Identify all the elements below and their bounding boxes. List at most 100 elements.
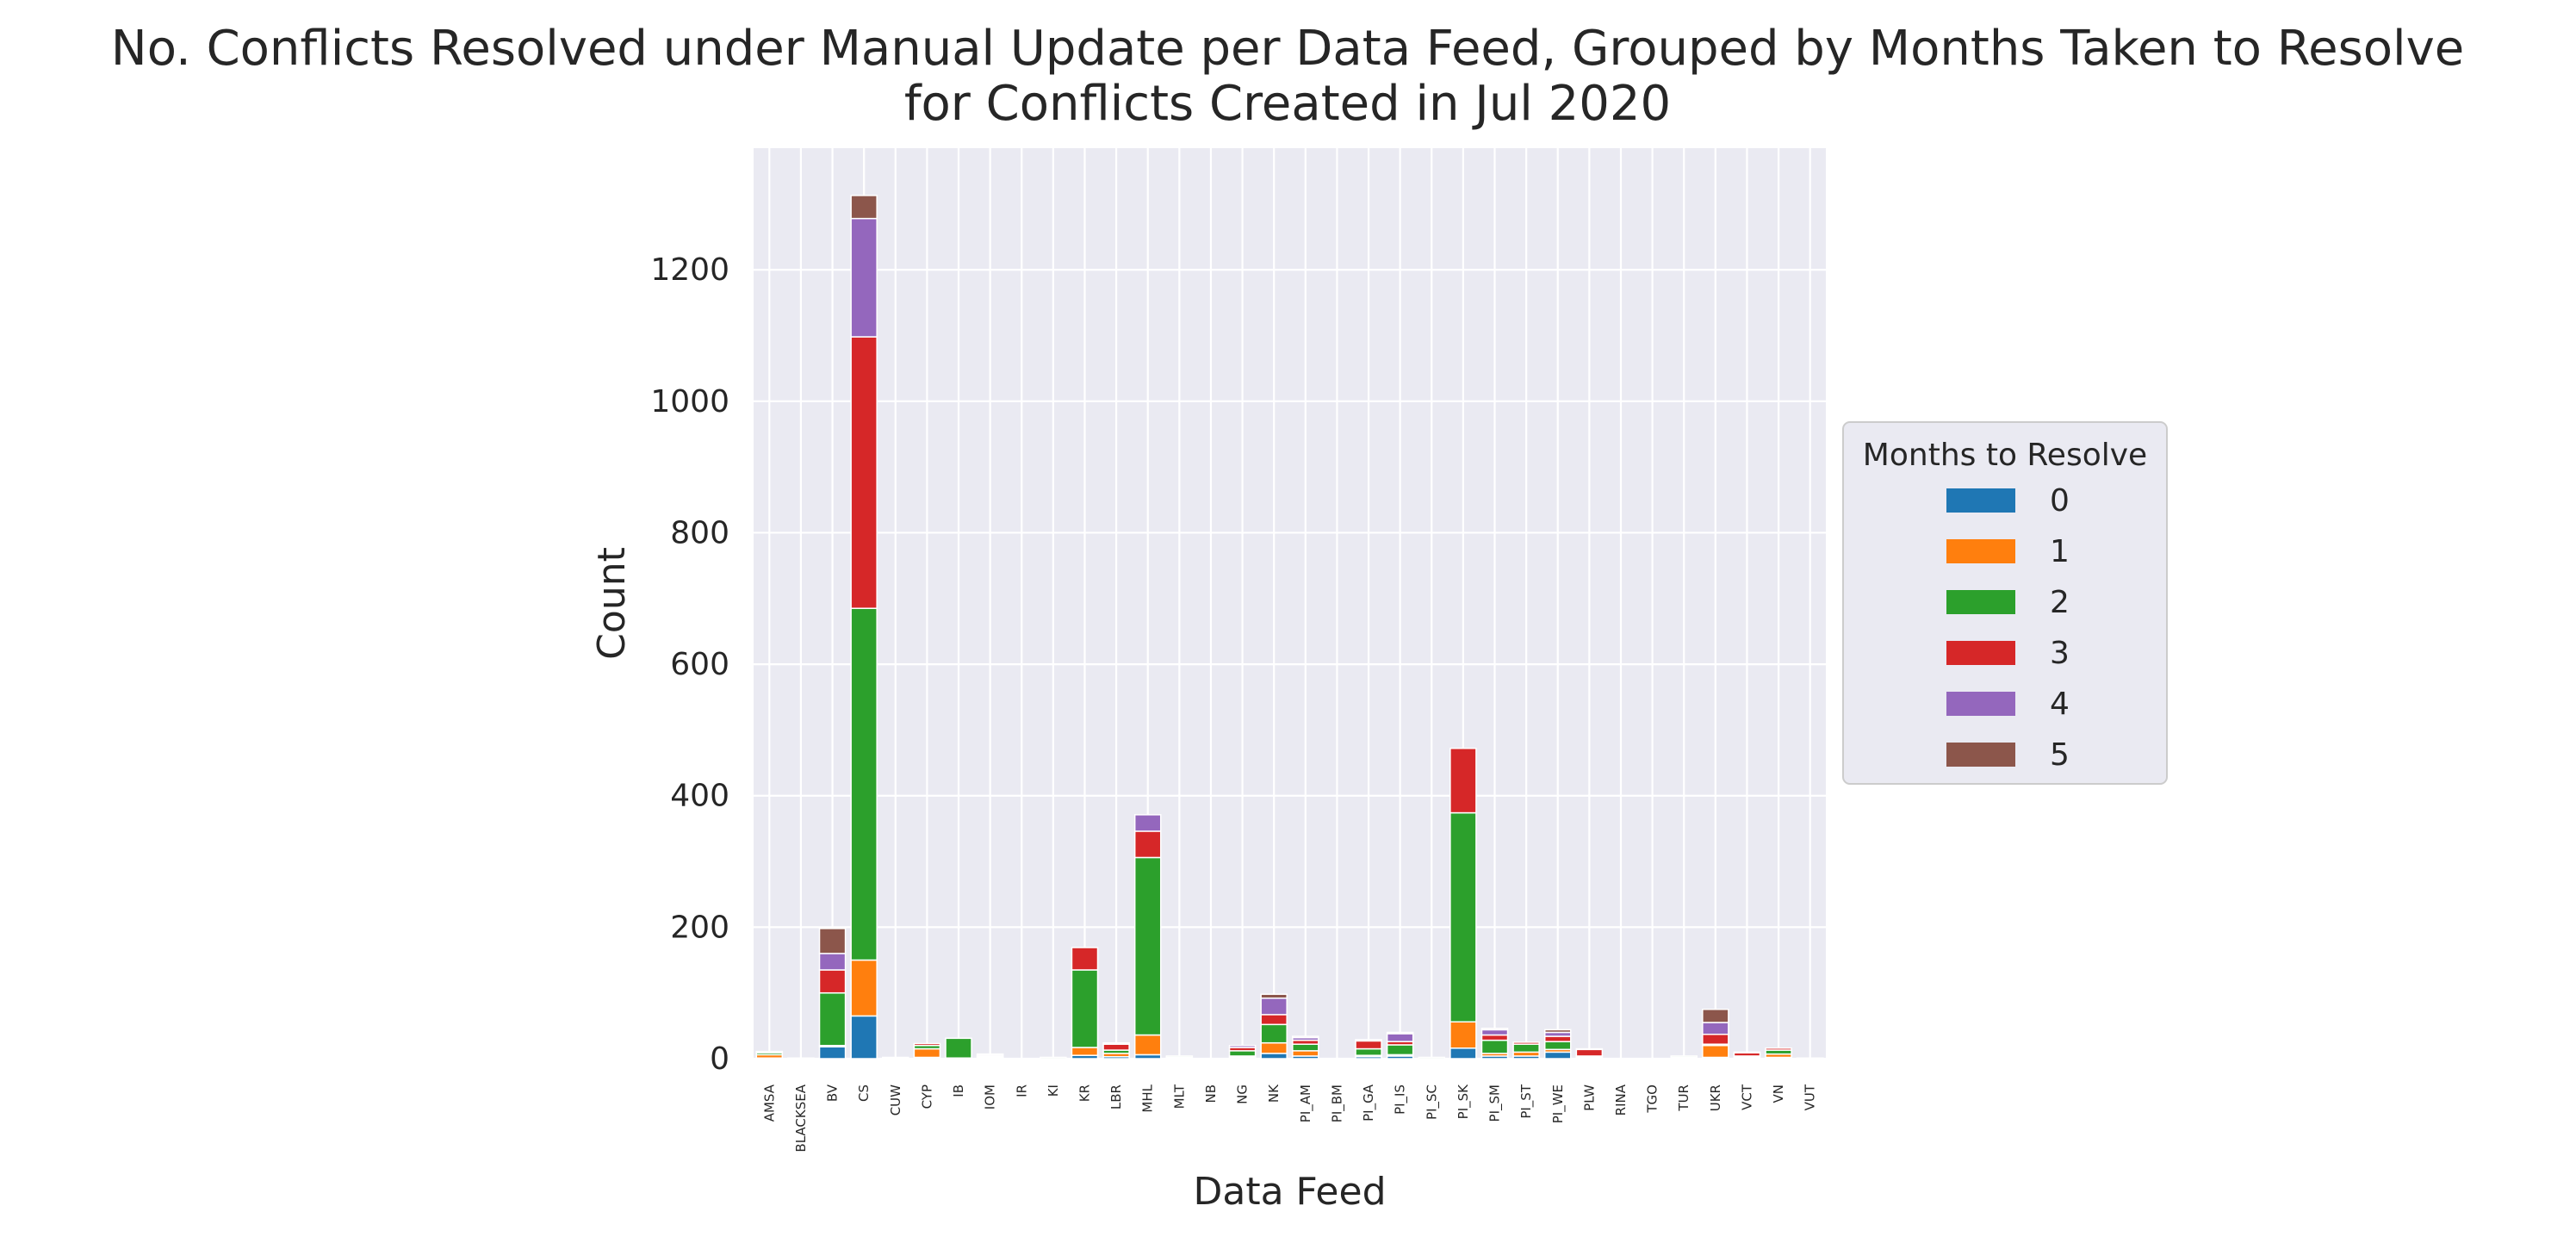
bar-segment-pi-ga-3 xyxy=(1355,1040,1382,1050)
bar-segment-pi-st-2 xyxy=(1512,1043,1540,1053)
bar-segment-pi-we-5 xyxy=(1543,1029,1572,1034)
legend-swatch xyxy=(1946,590,2015,614)
x-tick-label: PI_BM xyxy=(1329,1085,1345,1122)
bar-segment-ki-2 xyxy=(1040,1056,1067,1060)
legend-label: 0 xyxy=(2050,483,2070,519)
bar-segment-pi-is-5 xyxy=(1386,1031,1414,1035)
legend-swatch xyxy=(1946,743,2015,767)
y-tick-label: 0 xyxy=(710,1041,729,1077)
bar-segment-pi-sm-5 xyxy=(1480,1028,1509,1031)
x-tick-label: PI_IS xyxy=(1393,1085,1409,1115)
bar-segment-pi-am-2 xyxy=(1292,1043,1319,1052)
legend-item: 1 xyxy=(1946,534,2070,569)
bar-segment-pi-sc-2 xyxy=(1418,1056,1446,1060)
bar-segment-bv-2 xyxy=(818,991,847,1047)
bar-segment-vut-0 xyxy=(1796,1057,1824,1060)
y-tick-label: 400 xyxy=(670,779,729,814)
x-tick-label: MHL xyxy=(1140,1084,1156,1112)
bar-segment-mhl-1 xyxy=(1133,1034,1162,1056)
x-tick-label: CS xyxy=(856,1085,872,1102)
legend-swatch xyxy=(1946,641,2015,665)
x-tick-label: VN xyxy=(1771,1085,1786,1103)
y-tick-label: 800 xyxy=(670,515,729,550)
bar-segment-pi-sm-4 xyxy=(1480,1029,1509,1036)
legend-label: 3 xyxy=(2050,636,2070,671)
bar-segment-cs-3 xyxy=(850,336,878,609)
y-tick-label: 200 xyxy=(670,910,729,945)
bar-segment-cyp-1 xyxy=(913,1047,941,1059)
bar-segment-ukr-4 xyxy=(1702,1022,1729,1035)
legend-label: 5 xyxy=(2050,737,2070,773)
x-tick-label: BLACKSEA xyxy=(793,1084,809,1152)
bar-segment-lbr-3 xyxy=(1102,1043,1130,1051)
bar-segment-kr-2 xyxy=(1071,969,1099,1048)
legend-label: 2 xyxy=(2050,585,2070,620)
bar-segment-cyp-3 xyxy=(913,1042,941,1047)
bar-segment-ukr-3 xyxy=(1702,1034,1729,1045)
bar-segment-pi-we-0 xyxy=(1543,1051,1572,1060)
bar-segment-cs-4 xyxy=(850,217,878,338)
x-tick-label: KR xyxy=(1077,1085,1092,1102)
bar-segment-kr-3 xyxy=(1071,947,1099,971)
y-tick-label: 1000 xyxy=(650,384,729,420)
x-tick-label: NK xyxy=(1266,1084,1282,1103)
bar-segment-nk-5 xyxy=(1260,993,1288,999)
bar-segment-amsa-4 xyxy=(755,1050,784,1053)
bar-segment-mhl-4 xyxy=(1133,814,1162,832)
bar-segment-ng-2 xyxy=(1228,1050,1257,1057)
legend-item: 0 xyxy=(1946,483,2070,519)
bar-segment-pi-ga-4 xyxy=(1355,1039,1382,1042)
bar-segment-bv-3 xyxy=(818,969,847,994)
bar-segment-mhl-3 xyxy=(1133,830,1162,859)
bar-segment-bv-0 xyxy=(818,1046,847,1060)
legend-item: 4 xyxy=(1946,687,2070,722)
legend-swatch xyxy=(1946,692,2015,716)
bar-segment-kr-1 xyxy=(1071,1047,1099,1056)
x-tick-label: VCT xyxy=(1739,1084,1754,1110)
bar-segment-nk-4 xyxy=(1260,998,1288,1016)
bar-segment-mlt-2 xyxy=(1165,1055,1194,1059)
y-axis-label: Count xyxy=(590,547,634,660)
x-tick-label: CYP xyxy=(919,1085,934,1109)
bars xyxy=(755,195,1824,1060)
chart-title-line: No. Conflicts Resolved under Manual Upda… xyxy=(111,21,2464,77)
plot-area xyxy=(754,148,1826,1059)
bar-segment-pi-is-4 xyxy=(1386,1033,1414,1042)
y-tick-label: 1200 xyxy=(650,252,729,288)
x-tick-label: PI_SC xyxy=(1424,1085,1440,1120)
legend-swatch xyxy=(1946,539,2015,563)
bar-segment-pi-ga-2 xyxy=(1355,1047,1382,1056)
bar-segment-vct-4 xyxy=(1733,1051,1761,1053)
bar-segment-pi-sk-1 xyxy=(1449,1021,1477,1049)
bar-segment-cs-1 xyxy=(850,959,878,1017)
bar-segment-pi-am-5 xyxy=(1292,1035,1319,1039)
bar-segment-pi-sm-3 xyxy=(1480,1034,1509,1041)
chart-title-line: for Conflicts Created in Jul 2020 xyxy=(904,76,1671,132)
x-tick-label: BV xyxy=(825,1084,841,1102)
bar-segment-ukr-1 xyxy=(1702,1044,1729,1059)
bar-segment-lbr-4 xyxy=(1102,1041,1130,1045)
bar-segment-bv-5 xyxy=(818,928,847,954)
x-tick-label: AMSA xyxy=(761,1084,777,1122)
bar-segment-pi-we-2 xyxy=(1543,1041,1572,1051)
y-tick-label: 600 xyxy=(670,647,729,682)
x-tick-label: TGO xyxy=(1645,1085,1660,1114)
x-tick-label: PI_GA xyxy=(1361,1084,1377,1122)
x-tick-label: KI xyxy=(1046,1085,1061,1097)
x-tick-label: NG xyxy=(1235,1085,1251,1104)
bar-segment-pi-st-3 xyxy=(1512,1041,1540,1045)
bar-segment-cuw-2 xyxy=(882,1056,909,1059)
bar-segment-nk-2 xyxy=(1260,1023,1288,1044)
x-tick-label: CUW xyxy=(888,1085,903,1116)
bar-segment-pi-sk-2 xyxy=(1449,811,1477,1023)
x-tick-label: VUT xyxy=(1803,1084,1818,1110)
bar-segment-pi-sk-3 xyxy=(1449,748,1477,814)
bar-segment-cs-0 xyxy=(850,1015,878,1060)
bar-segment-cs-2 xyxy=(850,607,878,961)
x-tick-label: IB xyxy=(951,1085,966,1097)
x-tick-label: NB xyxy=(1203,1085,1219,1103)
bar-segment-pi-is-2 xyxy=(1386,1044,1414,1056)
bar-segment-plw-5 xyxy=(1575,1047,1604,1051)
